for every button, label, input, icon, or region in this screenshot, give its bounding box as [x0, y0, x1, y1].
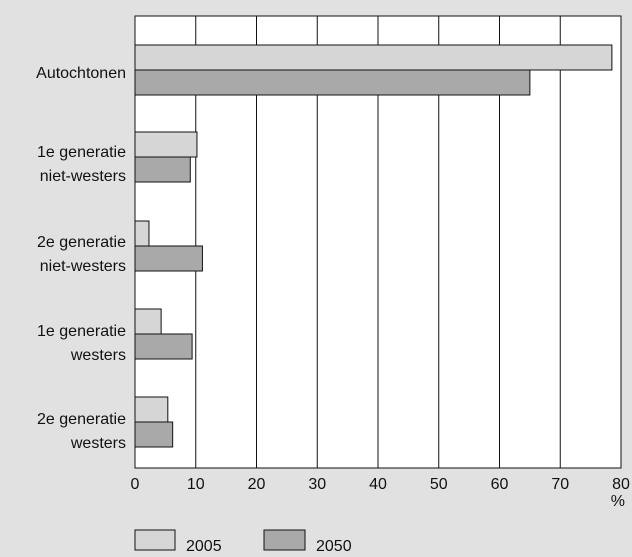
bar-2050-4 [134, 333, 193, 360]
legend-label-2050: 2050 [316, 538, 352, 555]
bar-2050-2 [134, 156, 191, 183]
bar-2050-3 [134, 245, 203, 272]
x-tick-label-20: 20 [248, 476, 266, 493]
bar-2005-1 [134, 44, 613, 71]
bar-2005-5 [134, 396, 169, 423]
category-label-4: 1e generatie westers [37, 323, 126, 364]
x-tick-label-80: 80 [612, 476, 630, 493]
bar-2050-1 [134, 69, 531, 96]
bar-2050-5 [134, 421, 174, 448]
x-tick-label-70: 70 [551, 476, 569, 493]
x-tick-label-50: 50 [430, 476, 448, 493]
bar-2005-2 [134, 131, 198, 158]
x-tick-label-30: 30 [308, 476, 326, 493]
category-label-1: Autochtonen [36, 65, 126, 82]
bar-2005-3 [134, 220, 150, 247]
x-tick-label-40: 40 [369, 476, 387, 493]
category-label-3: 2e generatie niet-westers [37, 234, 126, 275]
x-tick-label-60: 60 [491, 476, 509, 493]
x-tick-label-10: 10 [187, 476, 205, 493]
x-axis-unit: % [611, 493, 625, 510]
legend-swatch-2005 [134, 529, 176, 551]
category-label-2: 1e generatie niet-westers [37, 144, 126, 185]
category-label-5: 2e generatie westers [37, 411, 126, 452]
x-tick-label-0: 0 [131, 476, 140, 493]
bar-2005-4 [134, 308, 162, 335]
legend-swatch-2050 [263, 529, 306, 551]
legend-label-2005: 2005 [186, 538, 222, 555]
